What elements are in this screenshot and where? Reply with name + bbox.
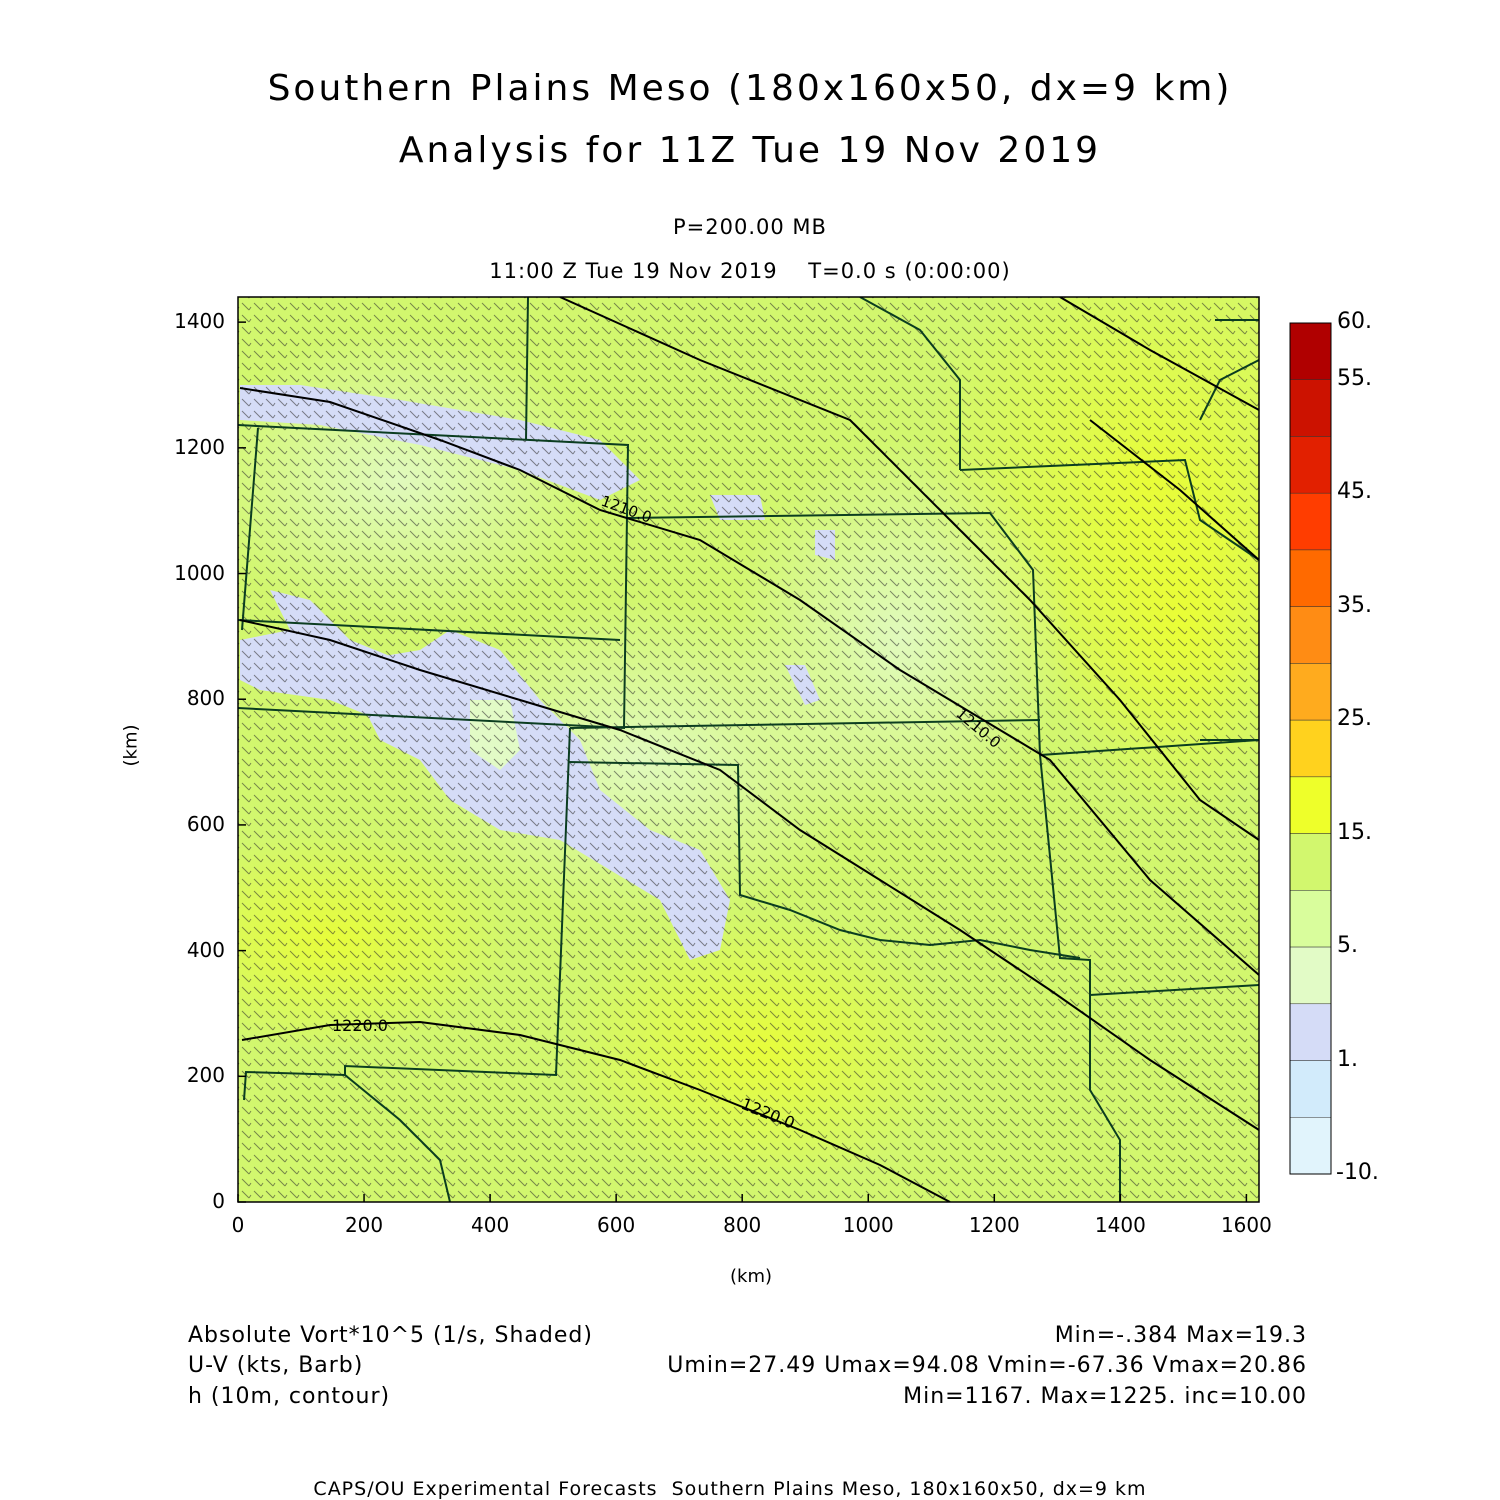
field1-name: Absolute Vort*10^5 (1/s, Shaded) — [188, 1323, 593, 1348]
field3-stats: Min=1167. Max=1225. inc=10.00 — [903, 1384, 1307, 1409]
colorbar-swatch — [1289, 606, 1332, 664]
colorbar-label: 15. — [1337, 819, 1372, 845]
y-tick-label: 600 — [186, 811, 225, 836]
colorbar-swatch — [1289, 719, 1332, 778]
x-tick-label: 400 — [471, 1213, 510, 1237]
height-contours — [239, 297, 1259, 1202]
y-tick-label: 200 — [186, 1063, 225, 1088]
x-tick-label: 1000 — [842, 1213, 894, 1237]
y-tick-label: 1200 — [174, 434, 225, 459]
contour-label: 1220.0 — [332, 1016, 388, 1035]
colorbar — [1289, 322, 1332, 1175]
colorbar-label: 55. — [1337, 365, 1372, 391]
colorbar-swatch — [1289, 1117, 1332, 1175]
axis-ticks — [237, 321, 1248, 1203]
colorbar-swatch — [1289, 549, 1332, 607]
colorbar-label: 35. — [1337, 592, 1372, 618]
colorbar-swatch — [1289, 1003, 1332, 1061]
shaded-field — [238, 297, 1259, 1202]
y-tick-label: 0 — [212, 1189, 225, 1213]
footer-credit: CAPS/OU Experimental Forecasts Southern … — [313, 1478, 1147, 1500]
x-tick-label: 1600 — [1220, 1213, 1272, 1237]
colorbar-swatch — [1289, 663, 1332, 721]
x-tick-label: 1400 — [1094, 1213, 1146, 1237]
field2-stats: Umin=27.49 Umax=94.08 Vmin=-67.36 Vmax=2… — [667, 1353, 1307, 1378]
y-tick-label: 400 — [186, 937, 225, 962]
y-axis-label: (km) — [120, 724, 142, 767]
colorbar-swatch — [1289, 833, 1332, 891]
plot-frame — [237, 296, 1260, 1203]
time-label: 11:00 Z Tue 19 Nov 2019 T=0.0 s (0:00:00… — [489, 259, 1011, 283]
field1-stats: Min=-.384 Max=19.3 — [1054, 1323, 1307, 1348]
colorbar-swatch — [1289, 776, 1332, 834]
colorbar-label: 5. — [1337, 933, 1358, 959]
y-tick-label: 1400 — [174, 309, 225, 334]
x-axis-label: (km) — [730, 1266, 773, 1287]
colorbar-label: -10. — [1336, 1160, 1379, 1185]
x-tick-label: 200 — [344, 1213, 384, 1237]
state-boundaries — [238, 297, 1259, 1202]
colorbar-label: 1. — [1337, 1046, 1358, 1072]
level-label: P=200.00 MB — [673, 215, 827, 239]
colorbar-swatch — [1289, 436, 1332, 494]
field2-name: U-V (kts, Barb) — [188, 1353, 364, 1378]
x-tick-label: 0 — [231, 1213, 245, 1237]
y-tick-label: 1000 — [174, 560, 225, 585]
field3-name: h (10m, contour) — [188, 1384, 391, 1409]
x-tick-label: 1200 — [968, 1213, 1020, 1237]
colorbar-swatch — [1289, 946, 1332, 1005]
title-line-1: Southern Plains Meso (180x160x50, dx=9 k… — [267, 68, 1233, 109]
x-tick-label: 800 — [723, 1213, 762, 1237]
x-tick-label: 600 — [597, 1213, 636, 1237]
colorbar-swatch — [1289, 379, 1332, 437]
colorbar-swatch — [1289, 492, 1332, 551]
colorbar-label: 45. — [1337, 479, 1372, 505]
colorbar-swatch — [1289, 1060, 1332, 1118]
colorbar-label: 25. — [1337, 706, 1372, 732]
colorbar-swatch — [1289, 890, 1332, 948]
colorbar-frame — [1289, 322, 1332, 1175]
colorbar-label: 60. — [1337, 309, 1372, 334]
y-tick-label: 800 — [186, 686, 225, 711]
title-line-2: Analysis for 11Z Tue 19 Nov 2019 — [398, 130, 1102, 171]
colorbar-swatch — [1289, 322, 1332, 380]
